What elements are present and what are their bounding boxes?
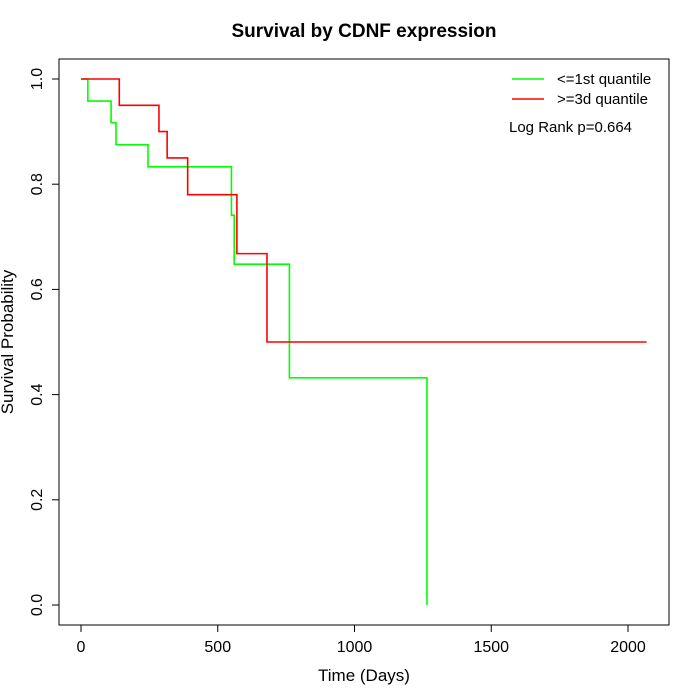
y-axis-label: Survival Probability [0,269,17,414]
x-tick-label: 1500 [473,639,509,656]
survival-curve-low [81,78,428,605]
y-axis: 0.0 0.2 0.4 0.6 0.8 1.0 [29,68,60,616]
y-tick-label: 0.4 [29,383,46,405]
x-tick-label: 1000 [337,639,373,656]
legend-label: >=3d quantile [557,91,648,108]
legend: <=1st quantile >=3d quantile [512,71,651,108]
y-tick-label: 0.6 [29,278,46,300]
legend-label: <=1st quantile [557,71,651,88]
chart-title: Survival by CDNF expression [231,21,496,42]
x-axis: 0 500 1000 1500 2000 [77,624,646,656]
x-axis-label: Time (Days) [318,666,410,685]
y-tick-label: 1.0 [29,68,46,90]
y-tick-label: 0.8 [29,173,46,195]
log-rank-annotation: Log Rank p=0.664 [509,119,632,136]
y-tick-label: 0.0 [29,594,46,616]
survival-curve-high [81,78,647,343]
series-layer [81,78,647,605]
x-tick-label: 0 [77,639,86,656]
x-tick-label: 500 [204,639,231,656]
x-tick-label: 2000 [610,639,646,656]
y-tick-label: 0.2 [29,489,46,511]
